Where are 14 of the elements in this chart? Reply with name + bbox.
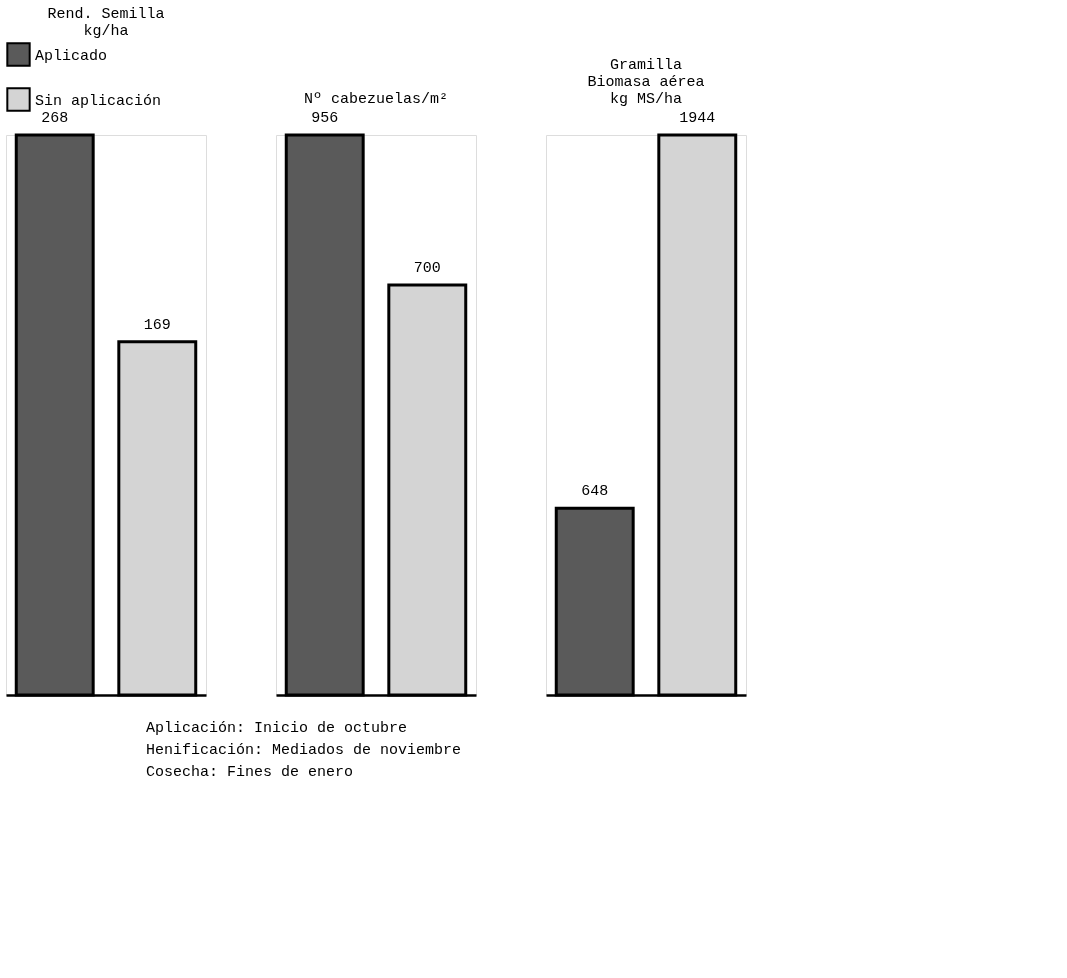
data-label: 700 xyxy=(413,259,441,277)
data-label: 169 xyxy=(143,316,171,334)
chart-title: Rend. Semilla kg/ha xyxy=(47,6,165,40)
data-label: 1944 xyxy=(679,110,716,127)
text: Henificación: Mediados de noviembre xyxy=(146,742,462,759)
chart-title: Gramilla Biomasa aérea kg MS/ha xyxy=(587,57,705,108)
chart-title: Nº cabezuelas/m² xyxy=(303,91,449,108)
data-label: 268 xyxy=(41,110,69,127)
data-label: 956 xyxy=(311,110,339,127)
data-label: 648 xyxy=(581,483,609,501)
text: Aplicación: Inicio de octubre xyxy=(146,720,408,737)
text: Cosecha: Fines de enero xyxy=(146,764,354,781)
legend-label: Sin aplicación xyxy=(35,92,162,110)
legend-label: Aplicado xyxy=(35,47,108,65)
